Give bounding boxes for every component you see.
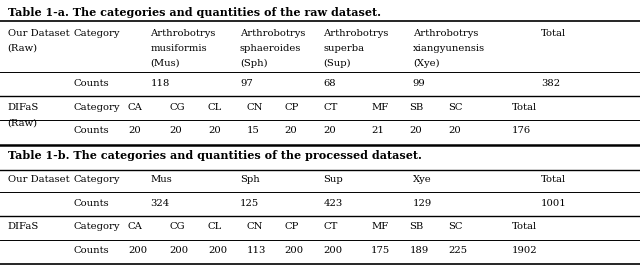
Text: Total: Total [541, 175, 566, 184]
Text: 68: 68 [323, 79, 336, 88]
Text: 125: 125 [240, 199, 259, 208]
Text: 97: 97 [240, 79, 253, 88]
Text: CT: CT [323, 103, 337, 112]
Text: CN: CN [246, 103, 263, 112]
Text: CA: CA [128, 103, 143, 112]
Text: Our Dataset: Our Dataset [8, 29, 69, 38]
Text: 20: 20 [323, 126, 336, 135]
Text: 175: 175 [371, 246, 390, 255]
Text: Our Dataset: Our Dataset [8, 175, 69, 184]
Text: Arthrobotrys: Arthrobotrys [413, 29, 478, 38]
Text: Sph: Sph [240, 175, 260, 184]
Text: Counts: Counts [74, 199, 109, 208]
Text: 200: 200 [323, 246, 342, 255]
Text: 99: 99 [413, 79, 426, 88]
Text: Mus: Mus [150, 175, 172, 184]
Text: 200: 200 [128, 246, 147, 255]
Text: DIFaS: DIFaS [8, 103, 39, 112]
Text: CP: CP [285, 222, 299, 231]
Text: (Sup): (Sup) [323, 58, 351, 68]
Text: Arthrobotrys: Arthrobotrys [150, 29, 216, 38]
Text: Total: Total [512, 222, 537, 231]
Text: Table 1-a. The categories and quantities of the raw dataset.: Table 1-a. The categories and quantities… [8, 7, 381, 18]
Text: CN: CN [246, 222, 263, 231]
Text: 113: 113 [246, 246, 266, 255]
Text: SC: SC [448, 222, 463, 231]
Text: (Raw): (Raw) [8, 118, 38, 127]
Text: CP: CP [285, 103, 299, 112]
Text: DIFaS: DIFaS [8, 222, 39, 231]
Text: Category: Category [74, 175, 120, 184]
Text: Total: Total [512, 103, 537, 112]
Text: Arthrobotrys: Arthrobotrys [240, 29, 305, 38]
Text: Table 1-b. The categories and quantities of the processed dataset.: Table 1-b. The categories and quantities… [8, 150, 422, 161]
Text: (Mus): (Mus) [150, 58, 180, 67]
Text: (Xye): (Xye) [413, 58, 440, 68]
Text: Category: Category [74, 103, 120, 112]
Text: 200: 200 [208, 246, 227, 255]
Text: superba: superba [323, 44, 364, 53]
Text: SC: SC [448, 103, 463, 112]
Text: SB: SB [410, 222, 424, 231]
Text: 20: 20 [285, 126, 298, 135]
Text: Total: Total [541, 29, 566, 38]
Text: 118: 118 [150, 79, 170, 88]
Text: Counts: Counts [74, 246, 109, 255]
Text: (Raw): (Raw) [8, 44, 38, 53]
Text: 176: 176 [512, 126, 531, 135]
Text: Counts: Counts [74, 126, 109, 135]
Text: 382: 382 [541, 79, 560, 88]
Text: 20: 20 [170, 126, 182, 135]
Text: CL: CL [208, 103, 222, 112]
Text: SB: SB [410, 103, 424, 112]
Text: 129: 129 [413, 199, 432, 208]
Text: 200: 200 [170, 246, 189, 255]
Text: musiformis: musiformis [150, 44, 207, 53]
Text: Arthrobotrys: Arthrobotrys [323, 29, 388, 38]
Text: 21: 21 [371, 126, 384, 135]
Text: Category: Category [74, 29, 120, 38]
Text: 200: 200 [285, 246, 304, 255]
Text: Xye: Xye [413, 175, 431, 184]
Text: CG: CG [170, 222, 185, 231]
Text: MF: MF [371, 103, 388, 112]
Text: CT: CT [323, 222, 337, 231]
Text: 20: 20 [128, 126, 141, 135]
Text: Category: Category [74, 222, 120, 231]
Text: MF: MF [371, 222, 388, 231]
Text: Sup: Sup [323, 175, 343, 184]
Text: 20: 20 [208, 126, 221, 135]
Text: 15: 15 [246, 126, 259, 135]
Text: CG: CG [170, 103, 185, 112]
Text: 20: 20 [448, 126, 461, 135]
Text: sphaeroides: sphaeroides [240, 44, 301, 53]
Text: 1902: 1902 [512, 246, 538, 255]
Text: CA: CA [128, 222, 143, 231]
Text: 20: 20 [410, 126, 422, 135]
Text: (Sph): (Sph) [240, 58, 268, 68]
Text: 1001: 1001 [541, 199, 566, 208]
Text: 423: 423 [323, 199, 342, 208]
Text: 225: 225 [448, 246, 467, 255]
Text: Counts: Counts [74, 79, 109, 88]
Text: CL: CL [208, 222, 222, 231]
Text: xiangyunensis: xiangyunensis [413, 44, 485, 53]
Text: 189: 189 [410, 246, 429, 255]
Text: 324: 324 [150, 199, 170, 208]
